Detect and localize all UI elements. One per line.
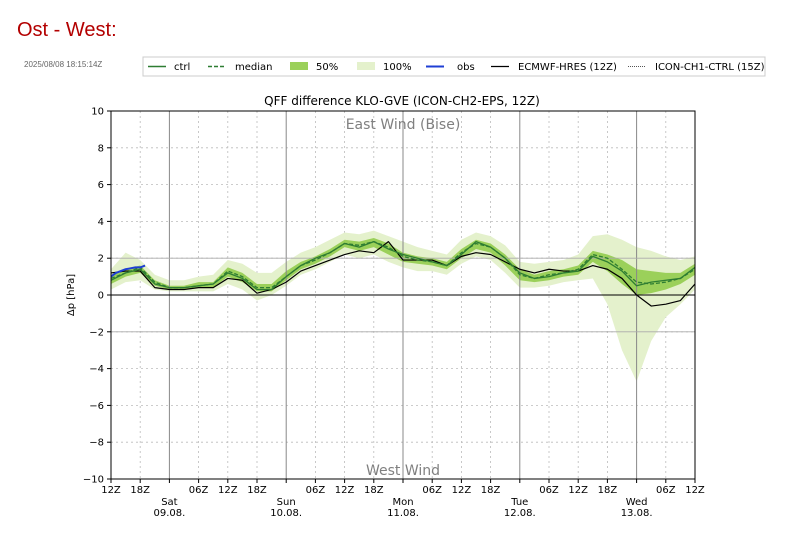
x-tick-label: 12Z (685, 485, 705, 496)
date-tick-label: 13.08. (621, 508, 653, 519)
day-tick-label: Wed (626, 497, 648, 508)
x-tick-label: 06Z (189, 485, 209, 496)
day-tick-label: Mon (392, 497, 413, 508)
date-tick-label: 09.08. (153, 508, 185, 519)
legend: ctrl median 50% 100% obs ECMWF-HRES (12Z… (143, 57, 765, 76)
y-tick-label: −2 (89, 327, 104, 338)
date-tick-label: 11.08. (387, 508, 419, 519)
x-tick-label: 12Z (101, 485, 121, 496)
day-tick-label: Sat (161, 497, 177, 508)
annotation-west-wind: West Wind (366, 463, 440, 479)
y-tick-label: 0 (98, 291, 104, 302)
y-tick-label: 8 (98, 143, 104, 154)
x-tick-label: 18Z (598, 485, 618, 496)
y-tick-label: −8 (89, 438, 104, 449)
legend-median-label: median (235, 62, 273, 73)
legend-icon-ch1-label: ICON-CH1-CTRL (15Z) (655, 62, 765, 73)
day-tick-label: Tue (510, 497, 528, 508)
legend-p100-label: 100% (383, 62, 412, 73)
x-tick-label: 06Z (656, 485, 676, 496)
x-tick-label: 12Z (568, 485, 588, 496)
x-tick-label: 18Z (130, 485, 150, 496)
legend-p50-swatch (290, 62, 308, 70)
date-tick-label: 10.08. (270, 508, 302, 519)
y-tick-label: 2 (98, 254, 104, 265)
y-axis-label: Δp [hPa] (66, 274, 77, 316)
annotation-east-wind: East Wind (Bise) (346, 117, 461, 133)
x-tick-label: 12Z (452, 485, 472, 496)
y-tick-label: 6 (98, 180, 104, 191)
chart: ctrl median 50% 100% obs ECMWF-HRES (12Z… (0, 0, 800, 536)
legend-ecmwf-label: ECMWF-HRES (12Z) (518, 62, 617, 73)
y-tick-label: −4 (89, 364, 104, 375)
chart-title: QFF difference KLO-GVE (ICON-CH2-EPS, 12… (264, 94, 540, 108)
x-tick-label: 12Z (218, 485, 238, 496)
legend-p50-label: 50% (316, 62, 338, 73)
date-tick-label: 12.08. (504, 508, 536, 519)
y-tick-label: −6 (89, 401, 104, 412)
x-tick-label: 18Z (364, 485, 384, 496)
x-tick-label: 06Z (306, 485, 326, 496)
legend-ctrl-label: ctrl (174, 62, 190, 73)
x-tick-label: 06Z (539, 485, 559, 496)
x-tick-label: 18Z (247, 485, 267, 496)
x-tick-label: 06Z (422, 485, 442, 496)
legend-p100-swatch (357, 62, 375, 70)
y-tick-label: 10 (91, 107, 104, 118)
plot-area: East Wind (Bise) West Wind −10 −8 −6 −4 −2 0 2 4 6… (83, 107, 705, 520)
y-tick-label: 4 (98, 217, 104, 228)
y-tick-label: −10 (83, 475, 104, 486)
legend-obs-label: obs (457, 62, 475, 73)
day-tick-label: Sun (277, 497, 296, 508)
x-tick-label: 18Z (481, 485, 501, 496)
x-tick-label: 12Z (335, 485, 355, 496)
